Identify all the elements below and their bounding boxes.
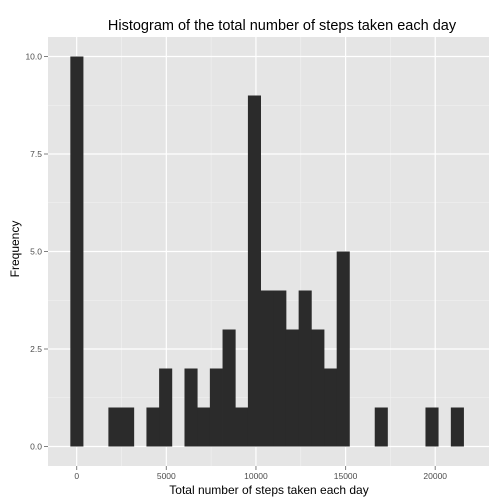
histogram-bar xyxy=(247,95,261,447)
histogram-bar xyxy=(298,290,312,447)
x-tick-label: 10000 xyxy=(244,471,268,481)
histogram-bar xyxy=(324,368,338,447)
histogram-bar xyxy=(450,407,464,447)
histogram-bar xyxy=(184,368,198,447)
histogram-bar xyxy=(70,56,84,447)
histogram-bar xyxy=(197,407,211,447)
histogram-bar xyxy=(311,329,325,447)
histogram-bar xyxy=(159,368,173,447)
chart-title: Histogram of the total number of steps t… xyxy=(108,18,457,34)
y-tick-label: 5.0 xyxy=(30,247,42,257)
y-tick-label: 0.0 xyxy=(30,442,42,452)
histogram-bar xyxy=(425,407,439,447)
histogram-bar xyxy=(235,407,249,447)
x-tick-label: 5000 xyxy=(157,471,176,481)
histogram-bar xyxy=(374,407,388,447)
y-tick-label: 7.5 xyxy=(30,149,42,159)
histogram-bar xyxy=(260,290,274,447)
x-tick-label: 0 xyxy=(74,471,79,481)
histogram-bar xyxy=(121,407,135,447)
x-axis: 0 5000 10000 15000 20000 xyxy=(74,466,447,481)
y-axis: 0.0 2.5 5.0 7.5 10.0 xyxy=(25,52,48,452)
y-tick-label: 10.0 xyxy=(25,52,42,62)
histogram-bar xyxy=(146,407,160,447)
histogram-bar xyxy=(209,368,223,447)
y-tick-label: 2.5 xyxy=(30,344,42,354)
histogram-bar xyxy=(222,329,236,447)
histogram-bar xyxy=(336,251,350,447)
histogram-bars xyxy=(70,56,464,447)
histogram-bar xyxy=(273,290,287,447)
histogram-bar xyxy=(285,329,300,447)
y-axis-title: Frequency xyxy=(8,221,22,278)
histogram-bar xyxy=(108,407,122,447)
x-tick-label: 15000 xyxy=(334,471,358,481)
x-tick-label: 20000 xyxy=(423,471,447,481)
x-axis-title: Total number of steps taken each day xyxy=(169,483,368,497)
